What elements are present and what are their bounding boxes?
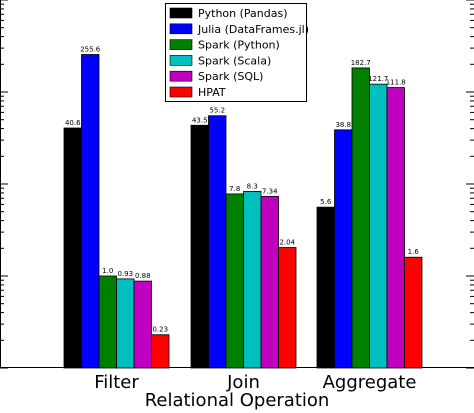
bar — [316, 206, 335, 369]
legend-label: Python (Pandas) — [198, 7, 288, 20]
data-label: 0.88 — [135, 272, 151, 280]
bar — [208, 115, 227, 369]
bar — [351, 67, 370, 369]
x-tick-label: Join — [226, 372, 260, 393]
bar — [98, 275, 117, 369]
bar — [190, 124, 209, 369]
data-label: 38.8 — [335, 121, 351, 129]
data-label: 2.04 — [279, 239, 295, 247]
data-label: 5.6 — [320, 198, 332, 206]
data-label: 0.93 — [117, 270, 133, 278]
bar — [243, 191, 262, 369]
data-label: 40.6 — [65, 119, 81, 127]
data-label: 121.7 — [368, 75, 388, 83]
legend-label: Spark (SQL) — [198, 70, 263, 83]
legend-swatch — [169, 55, 193, 66]
bar — [63, 127, 82, 369]
data-label: 255.6 — [80, 46, 101, 54]
data-label: 55.2 — [209, 107, 225, 115]
legend-box — [165, 3, 307, 102]
x-tick-labels: Filter Join Aggregate — [94, 362, 416, 393]
legend-swatch — [169, 70, 193, 82]
legend-label: Spark (Python) — [198, 39, 280, 52]
bar — [81, 54, 100, 369]
legend: Python (Pandas) Julia (DataFrames.jl) Spar… — [165, 3, 309, 102]
bar — [225, 193, 244, 369]
legend-label: Julia (DataFrames.jl) — [197, 23, 309, 36]
x-tick-label: Aggregate — [323, 372, 417, 393]
bar — [369, 83, 388, 369]
bar — [260, 195, 279, 369]
legend-swatch — [169, 86, 193, 98]
bar — [116, 278, 135, 369]
data-label: 8.3 — [247, 182, 258, 190]
bar — [133, 280, 152, 369]
x-tick-label: Filter — [94, 372, 139, 393]
bar — [386, 87, 405, 369]
legend-swatch — [169, 39, 193, 50]
data-labels: 40.6 255.6 1.0 0.93 0.88 0.23 43.555.2 7.8 8.3 7.… — [65, 46, 419, 334]
bars — [63, 54, 423, 369]
data-label: 0.23 — [152, 326, 168, 334]
legend-swatch — [169, 7, 193, 19]
legend-swatch — [169, 23, 193, 35]
data-label: 7.8 — [229, 185, 240, 193]
data-label: 43.5 — [192, 116, 208, 124]
data-label: 182.7 — [351, 59, 371, 67]
data-label: 111.8 — [386, 79, 406, 87]
bar — [151, 334, 170, 369]
legend-label: Spark (Scala) — [198, 54, 271, 67]
bar — [404, 256, 423, 369]
y-ticks — [0, 0, 474, 369]
data-label: 1.6 — [408, 248, 420, 256]
bar — [278, 247, 297, 369]
bar — [334, 129, 353, 369]
legend-label: HPAT — [198, 86, 226, 99]
x-axis-title: Relational Operation — [145, 390, 330, 411]
data-label: 7.34 — [262, 187, 278, 195]
data-label: 1.0 — [102, 267, 113, 275]
